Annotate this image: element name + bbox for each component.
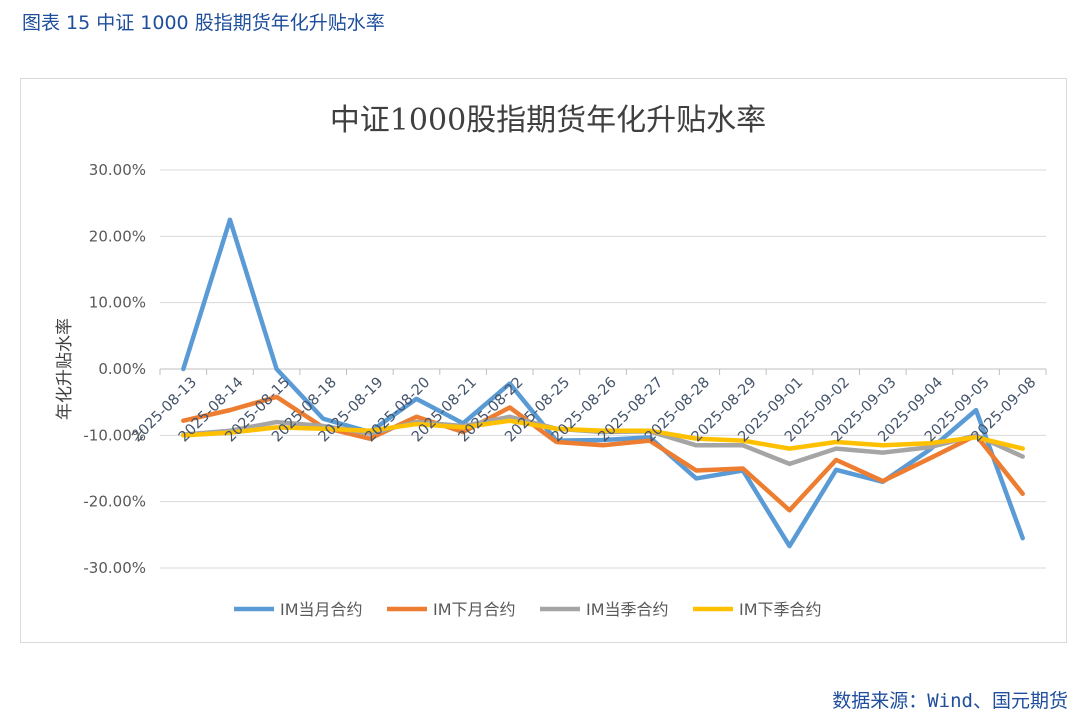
chart-frame — [20, 78, 1067, 643]
legend-label: IM当月合约 — [280, 600, 363, 619]
series-line — [181, 418, 1025, 451]
figure-title: 图表 15 中证 1000 股指期货年化升贴水率 — [22, 12, 385, 34]
y-tick-label: -20.00% — [83, 493, 146, 511]
y-tick-label: 20.00% — [89, 227, 146, 245]
y-tick-label: 10.00% — [89, 294, 146, 312]
y-tick-label: -30.00% — [83, 559, 146, 577]
y-tick-label: 30.00% — [89, 161, 146, 179]
legend-label: IM下季合约 — [739, 600, 822, 619]
y-tick-label: 0.00% — [98, 360, 146, 378]
legend-label: IM下月合约 — [433, 600, 516, 619]
chart-title: 中证1000股指期货年化升贴水率 — [330, 103, 766, 138]
y-tick-label: -10.00% — [83, 426, 146, 444]
source-note: 数据来源：Wind、国元期货 — [832, 690, 1068, 712]
y-axis-label: 年化升贴水率 — [55, 318, 75, 420]
legend-label: IM当季合约 — [586, 600, 669, 619]
